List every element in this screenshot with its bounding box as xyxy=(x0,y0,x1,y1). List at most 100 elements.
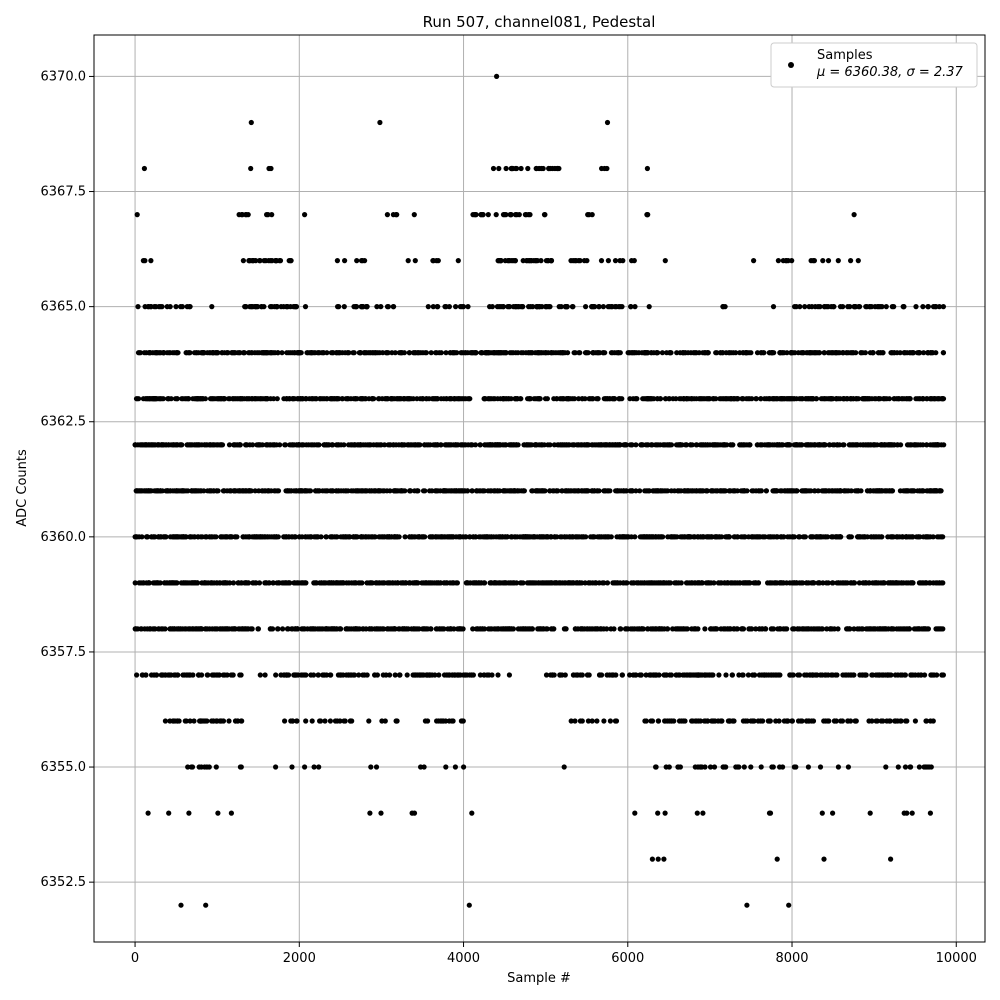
data-point xyxy=(921,350,927,356)
data-point xyxy=(810,580,816,586)
data-point xyxy=(469,488,475,494)
data-point xyxy=(136,350,142,356)
data-point xyxy=(913,396,919,402)
data-point xyxy=(848,488,854,494)
data-point xyxy=(489,626,495,632)
data-point xyxy=(680,672,686,678)
data-point xyxy=(469,810,475,816)
data-point xyxy=(883,764,889,770)
data-point xyxy=(940,350,947,356)
data-point xyxy=(888,534,894,540)
data-point xyxy=(292,350,298,356)
data-point xyxy=(151,396,157,402)
data-point xyxy=(677,442,683,448)
data-point xyxy=(927,580,933,586)
data-point xyxy=(916,350,923,356)
data-point xyxy=(638,580,644,586)
data-point xyxy=(881,580,887,586)
data-point xyxy=(298,580,304,586)
data-point xyxy=(301,626,307,632)
data-point xyxy=(282,442,288,448)
data-point xyxy=(498,626,504,632)
data-point xyxy=(913,626,919,632)
data-point xyxy=(506,442,512,448)
data-point xyxy=(336,442,342,448)
data-point xyxy=(829,626,835,632)
data-point xyxy=(843,396,850,402)
data-point xyxy=(421,580,427,586)
data-point xyxy=(767,442,773,448)
data-point xyxy=(878,534,885,540)
data-point xyxy=(881,626,887,632)
data-point xyxy=(791,442,797,448)
data-point xyxy=(889,626,895,632)
data-point xyxy=(655,856,661,862)
data-point xyxy=(232,534,238,540)
data-point xyxy=(780,764,786,770)
data-point xyxy=(688,672,694,678)
data-point xyxy=(551,442,558,448)
data-point xyxy=(600,350,606,356)
data-point xyxy=(205,672,211,678)
data-point xyxy=(548,672,554,678)
data-point xyxy=(748,350,754,356)
data-point xyxy=(182,626,188,632)
data-point xyxy=(388,396,394,402)
data-point xyxy=(794,488,800,494)
data-point xyxy=(741,764,747,770)
data-point xyxy=(676,580,682,586)
data-point xyxy=(541,580,547,586)
data-point xyxy=(906,626,913,632)
data-point xyxy=(925,626,932,632)
data-point xyxy=(237,672,243,678)
data-point xyxy=(553,488,560,494)
data-point xyxy=(927,488,934,494)
data-point xyxy=(758,350,764,356)
data-point xyxy=(737,580,743,586)
data-point xyxy=(406,442,412,448)
data-point xyxy=(850,396,857,402)
data-point xyxy=(825,672,831,678)
data-point xyxy=(203,902,209,908)
data-point xyxy=(453,488,459,494)
data-point xyxy=(446,718,452,724)
data-point xyxy=(830,810,836,816)
data-point xyxy=(569,534,576,540)
data-point xyxy=(903,488,909,494)
data-point xyxy=(676,718,683,724)
data-point xyxy=(230,672,236,678)
data-point xyxy=(571,396,578,402)
data-point xyxy=(577,350,583,356)
data-point xyxy=(767,580,773,586)
data-point xyxy=(916,764,923,770)
data-point xyxy=(507,488,513,494)
data-point xyxy=(315,350,321,356)
data-point xyxy=(447,350,453,356)
data-point xyxy=(169,580,176,586)
data-point xyxy=(800,580,806,586)
data-point xyxy=(406,350,412,356)
data-point xyxy=(262,672,268,678)
data-point xyxy=(780,580,786,586)
data-point xyxy=(327,718,333,724)
data-point xyxy=(588,626,594,632)
data-point xyxy=(611,442,617,448)
data-point xyxy=(810,396,816,402)
data-point xyxy=(275,580,282,586)
data-point xyxy=(338,488,344,494)
data-point xyxy=(909,810,915,816)
data-point xyxy=(769,764,775,770)
data-point xyxy=(162,534,168,540)
data-point xyxy=(520,626,527,632)
data-point xyxy=(609,396,615,402)
data-point xyxy=(621,534,627,540)
data-point xyxy=(338,580,344,586)
data-point xyxy=(408,488,414,494)
data-point xyxy=(726,350,732,356)
data-point xyxy=(410,672,416,678)
data-point xyxy=(209,580,215,586)
data-point xyxy=(476,488,482,494)
data-point xyxy=(618,626,624,632)
data-point xyxy=(645,442,651,448)
